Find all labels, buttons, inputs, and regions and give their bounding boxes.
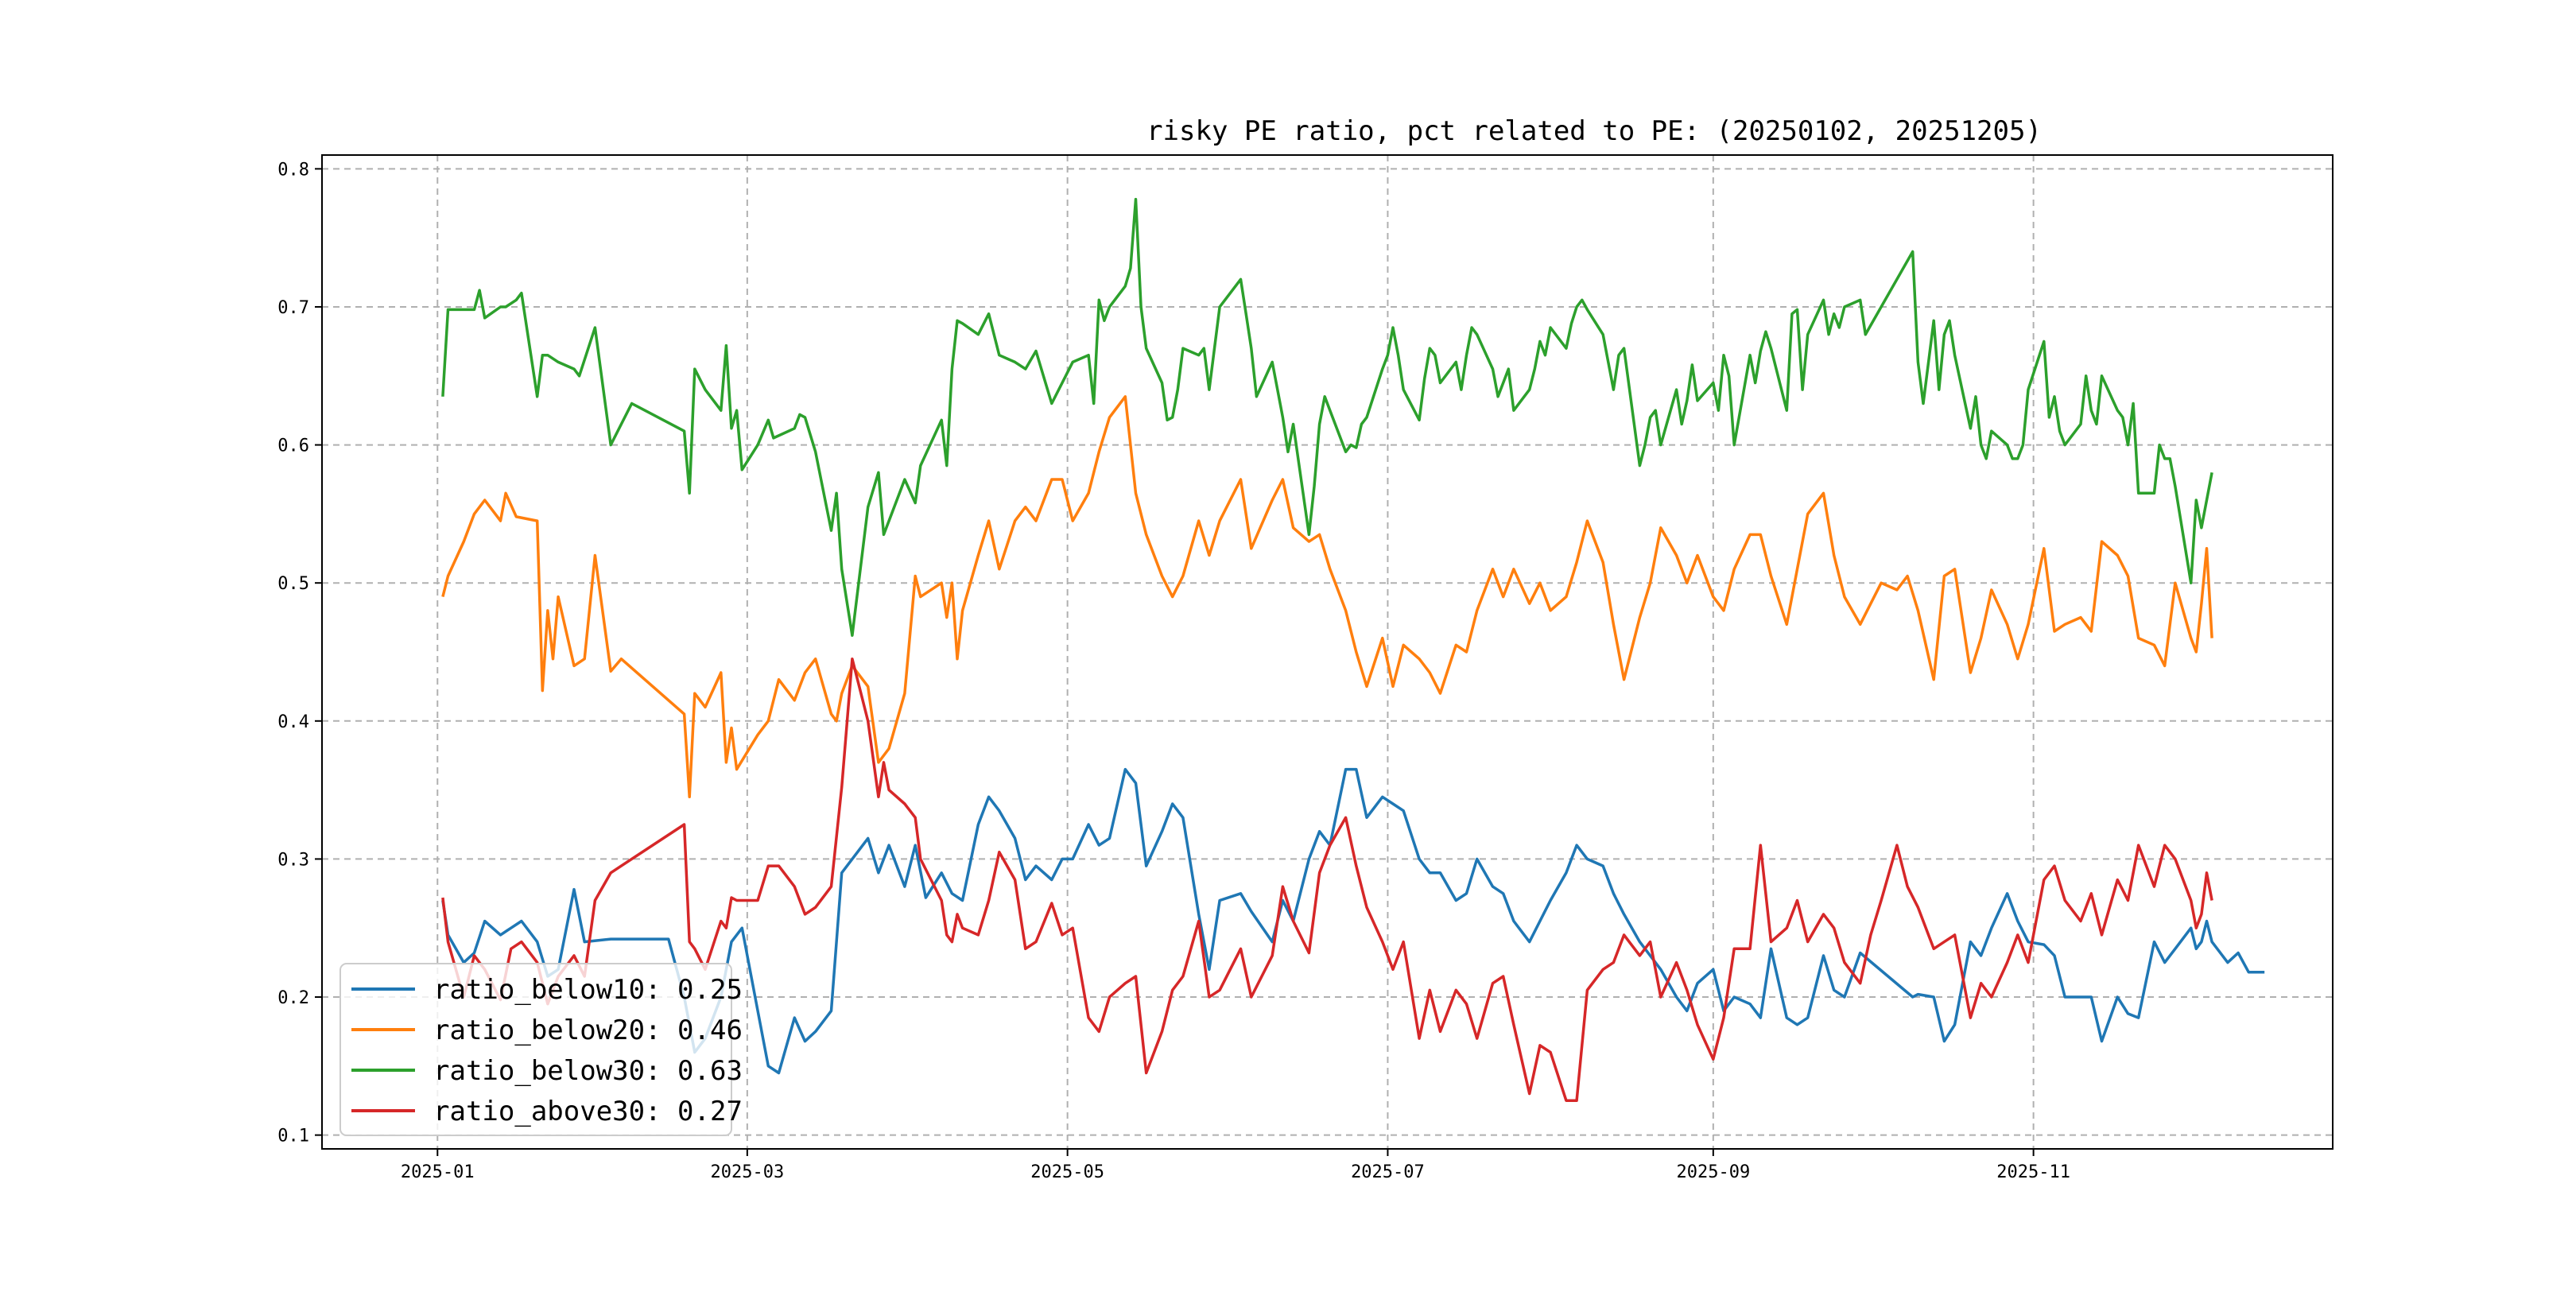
y-tick-label: 0.4 [277,712,309,732]
series-line-ratio-below20 [441,395,2213,799]
legend-label-ratio-below30: ratio_below30: 0.63 [433,1055,743,1087]
legend-label-ratio-below20: ratio_below20: 0.46 [433,1015,743,1046]
x-tick-label: 2025-01 [401,1162,475,1182]
x-tick-label: 2025-05 [1030,1162,1104,1182]
series-layer [441,197,2265,1102]
y-tick-label: 0.7 [277,298,309,318]
chart-title: risky PE ratio, pct related to PE: (2025… [1146,115,2042,147]
y-tick-label: 0.2 [277,988,309,1008]
plot-frame [321,154,2334,1150]
legend-label-ratio-below10: ratio_below10: 0.25 [433,974,743,1006]
y-tick-label: 0.6 [277,436,309,456]
x-tick-label: 2025-11 [1996,1162,2070,1182]
y-tick-label: 0.3 [277,850,309,870]
legend-box [339,963,732,1136]
x-tick-label: 2025-07 [1351,1162,1425,1182]
legend: ratio_below10: 0.25 ratio_below20: 0.46 ra… [339,963,743,1136]
x-tick-label: 2025-09 [1676,1162,1750,1182]
series-line-ratio-below10 [441,767,2265,1075]
series-line-ratio-above30 [441,657,2213,1102]
series-line-ratio-below30 [441,197,2213,637]
y-tick-label: 0.1 [277,1127,309,1147]
x-tick-label: 2025-03 [710,1162,784,1182]
legend-label-ratio-above30: ratio_above30: 0.27 [433,1096,743,1127]
y-tick-label: 0.8 [277,160,309,180]
y-tick-label: 0.5 [277,574,309,594]
tick-layer: 0.1 0.2 0.3 0.4 0.5 0.6 0.7 0.8 2025-01 2025-03 20… [277,160,2070,1182]
